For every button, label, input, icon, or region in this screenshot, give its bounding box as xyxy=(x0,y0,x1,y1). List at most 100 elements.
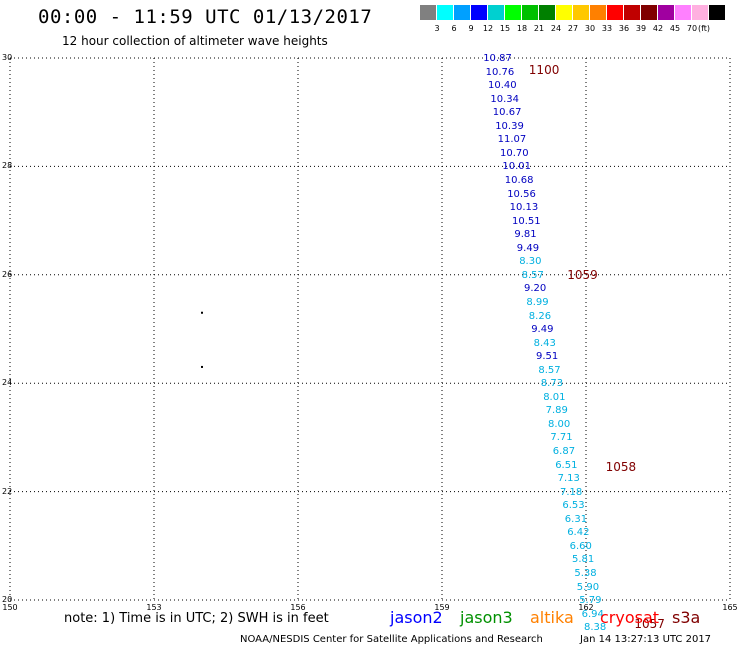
wave-height-value: 10.67 xyxy=(492,107,522,119)
legend-tick-label: 21 xyxy=(533,24,545,33)
wave-height-value: 10.40 xyxy=(488,80,517,92)
wave-height-value: 10.68 xyxy=(504,175,534,187)
legend-swatch xyxy=(454,5,470,20)
satellite-label-jason3: jason3 xyxy=(460,608,513,627)
legend-tick-label: 6 xyxy=(451,24,457,33)
wave-height-value: 6.60 xyxy=(569,540,592,552)
legend-tick-label: 33 xyxy=(601,24,613,33)
legend-swatch xyxy=(641,5,657,20)
legend-tick-label: 27 xyxy=(567,24,579,33)
footer-note: note: 1) Time is in UTC; 2) SWH is in fe… xyxy=(64,611,329,626)
wave-height-value: 8.73 xyxy=(540,378,564,390)
legend-tick-label: 30 xyxy=(584,24,596,33)
map-title: 00:00 - 11:59 UTC 01/13/2017 xyxy=(38,6,373,28)
wave-height-value: 11.07 xyxy=(497,134,527,146)
map-subtitle: 12 hour collection of altimeter wave hei… xyxy=(62,34,328,48)
legend-tick-label: 39 xyxy=(635,24,647,33)
wave-height-value: 6.87 xyxy=(552,446,576,458)
credit-line: NOAA/NESDIS Center for Satellite Applica… xyxy=(240,634,543,645)
y-tick-label: 22 xyxy=(2,486,13,496)
satellite-label-cryosat: cryosat xyxy=(600,608,660,627)
legend-tick-label: 9 xyxy=(468,24,474,33)
wave-height-value: 6.51 xyxy=(555,459,578,471)
legend-tick-label: 3 xyxy=(434,24,440,33)
x-tick-label: 150 xyxy=(2,603,18,612)
wave-height-value: 10.70 xyxy=(500,147,529,159)
wave-height-value: 8.57 xyxy=(538,364,561,376)
wave-height-value: 5.90 xyxy=(576,581,600,593)
island-dot xyxy=(201,365,203,368)
legend-swatch xyxy=(675,5,691,20)
legend-swatch xyxy=(692,5,708,20)
legend-swatch xyxy=(573,5,589,20)
wave-height-value: 5.81 xyxy=(572,554,595,566)
legend-swatch xyxy=(624,5,640,20)
island-dot xyxy=(201,311,203,314)
legend-tick-label: 70 xyxy=(686,24,698,33)
y-tick-label: 28 xyxy=(2,161,13,171)
legend-tick-label: 15 xyxy=(499,24,511,33)
legend-swatch xyxy=(437,5,453,20)
wave-height-value: 10.34 xyxy=(490,93,520,105)
legend-swatch xyxy=(505,5,521,20)
satellite-label-altika: altika xyxy=(530,608,574,627)
wave-height-value: 9.49 xyxy=(516,242,540,254)
legend-swatch xyxy=(658,5,674,20)
legend-swatch xyxy=(709,5,725,20)
pass-time-label: 1057 xyxy=(634,617,665,632)
wave-height-value: 10.13 xyxy=(509,202,539,214)
wave-height-value: 6.53 xyxy=(562,500,585,512)
wave-height-value: 7.13 xyxy=(557,473,580,485)
wave-height-value: 6.42 xyxy=(567,527,590,539)
generation-timestamp: Jan 14 13:27:13 UTC 2017 xyxy=(580,634,712,645)
legend-unit: (ft) xyxy=(698,24,711,33)
wave-height-value: 8.99 xyxy=(526,296,549,308)
y-tick-label: 26 xyxy=(2,269,13,279)
legend-swatch xyxy=(471,5,487,20)
wave-height-value: 10.87 xyxy=(483,53,512,65)
wave-height-value: 8.00 xyxy=(548,418,571,430)
wave-height-value: 7.71 xyxy=(550,432,573,444)
legend-swatch xyxy=(556,5,572,20)
legend-tick-label: 36 xyxy=(618,24,630,33)
legend-tick-label: 12 xyxy=(482,24,494,33)
legend-swatch xyxy=(420,5,436,20)
wave-height-value: 8.38 xyxy=(584,622,607,634)
wave-height-value: 8.57 xyxy=(521,269,544,281)
legend-swatch xyxy=(590,5,606,20)
legend-tick-label: 42 xyxy=(652,24,664,33)
pass-time-label: 1058 xyxy=(605,460,637,475)
wave-height-value: 7.89 xyxy=(545,405,568,417)
pass-time-label: 1059 xyxy=(567,267,598,282)
x-tick-label: 165 xyxy=(722,603,738,612)
x-tick-label: 156 xyxy=(290,603,306,612)
x-tick-label: 153 xyxy=(146,603,162,612)
satellite-label-jason2: jason2 xyxy=(390,608,443,627)
wave-height-value: 5.79 xyxy=(579,595,602,607)
legend-tick-label: 45 xyxy=(669,24,681,33)
wave-height-value: 9.20 xyxy=(524,283,547,295)
x-tick-label: 162 xyxy=(578,603,594,612)
legend-swatch xyxy=(607,5,623,20)
wave-height-value: 10.39 xyxy=(495,120,524,132)
wave-height-value: 10.76 xyxy=(485,66,515,78)
wave-height-value: 8.01 xyxy=(543,391,566,403)
wave-height-value: 5.38 xyxy=(574,567,597,579)
x-tick-label: 159 xyxy=(434,603,450,612)
legend-swatch xyxy=(488,5,504,20)
legend-swatch xyxy=(539,5,555,20)
wave-height-value: 9.51 xyxy=(536,351,559,363)
wave-height-value: 10.56 xyxy=(507,188,536,200)
y-tick-label: 30 xyxy=(2,53,13,62)
satellite-label-s3a: s3a xyxy=(672,608,701,627)
wave-height-value: 10.01 xyxy=(502,161,532,173)
wave-height-value: 10.51 xyxy=(512,215,541,227)
y-tick-label: 24 xyxy=(2,378,13,388)
wave-height-value: 6.31 xyxy=(564,513,588,525)
legend-tick-label: 18 xyxy=(516,24,528,33)
wave-height-value: 9.49 xyxy=(531,324,554,336)
wave-height-value: 9.81 xyxy=(514,229,537,241)
legend-swatch xyxy=(522,5,538,20)
y-tick-label: 20 xyxy=(2,595,13,604)
